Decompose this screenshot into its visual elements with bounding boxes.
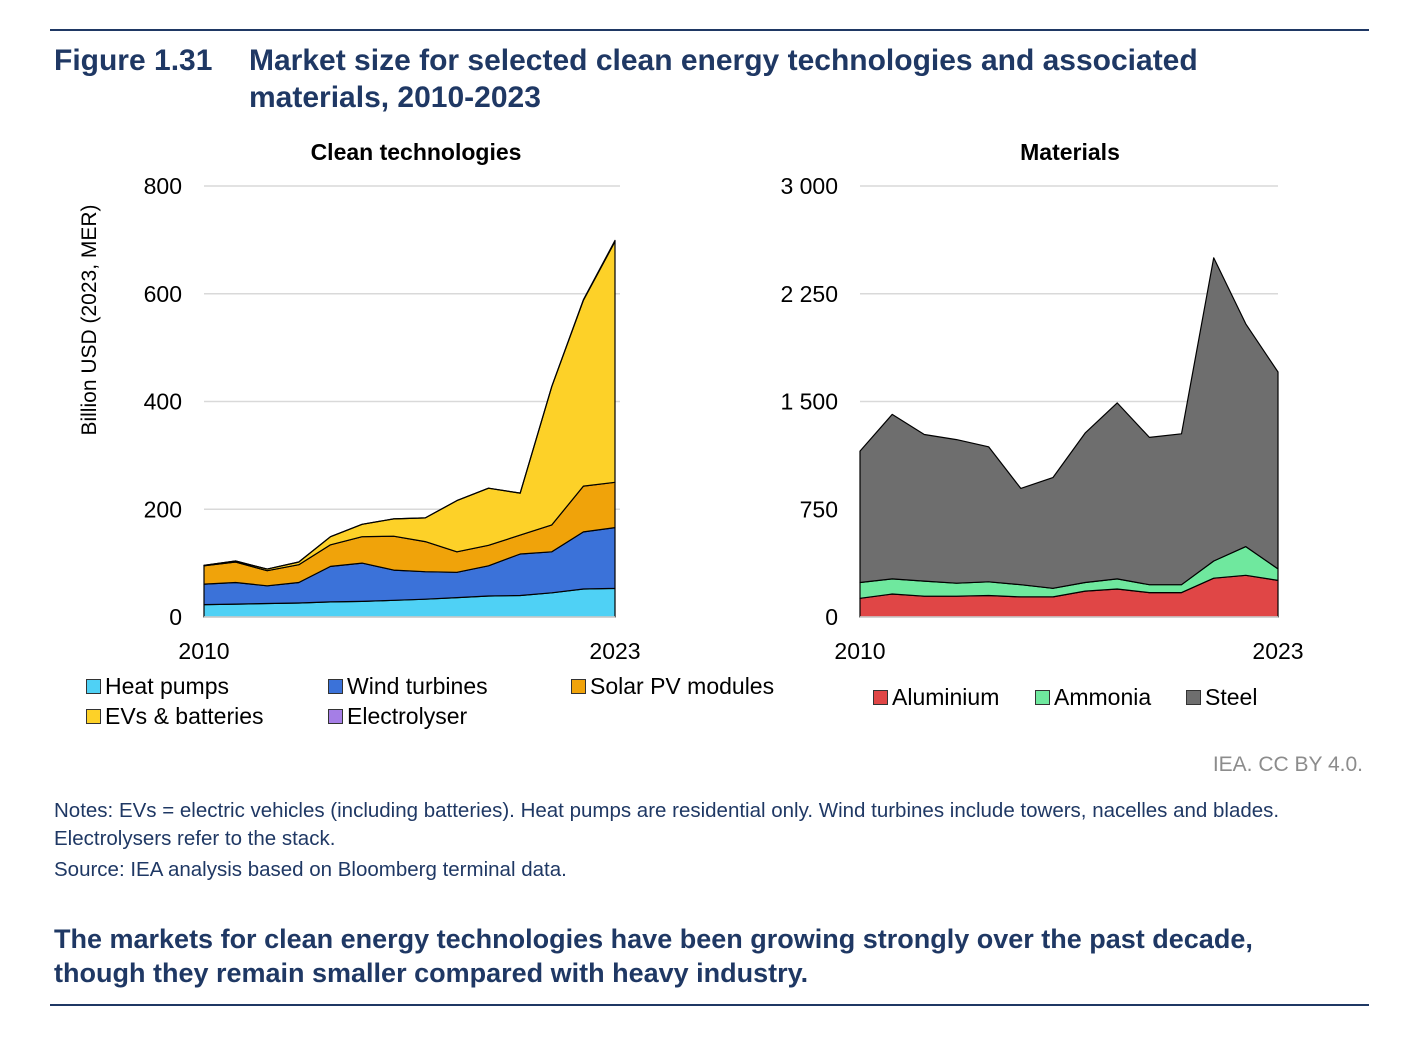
area-steel bbox=[859, 257, 1279, 589]
credit-line: IEA. CC BY 4.0. bbox=[1212, 753, 1363, 776]
y-tick-label: 600 bbox=[144, 281, 182, 307]
legend-label-electrolyser: Electrolyser bbox=[347, 703, 468, 729]
legend-label-steel: Steel bbox=[1205, 684, 1258, 710]
notes-text: Notes: EVs = electric vehicles (includin… bbox=[54, 799, 1280, 850]
legend-item-ammonia: Ammonia bbox=[1035, 684, 1151, 711]
top-rule bbox=[50, 29, 1369, 31]
y-tick-label: 800 bbox=[144, 173, 182, 199]
area-evs-batteries bbox=[203, 240, 616, 572]
legend-label-evs-batteries: EVs & batteries bbox=[105, 703, 264, 729]
legend-item-wind-turbines: Wind turbines bbox=[328, 673, 488, 700]
legend-label-solar-pv: Solar PV modules bbox=[590, 673, 775, 699]
legend-swatch-steel bbox=[1186, 690, 1201, 705]
figure-title: Market size for selected clean energy te… bbox=[249, 44, 1198, 114]
legend-item-heat-pumps: Heat pumps bbox=[86, 673, 229, 700]
materials-chart: 0 750 1 500 2 250 3 000 2010 2023 bbox=[780, 173, 1303, 664]
x-tick-label: 2023 bbox=[589, 638, 640, 664]
materials-title: Materials bbox=[1020, 139, 1120, 165]
area-electrolyser bbox=[203, 239, 616, 570]
y-tick-label: 0 bbox=[169, 604, 182, 630]
legend-swatch-solar-pv bbox=[571, 679, 586, 694]
y-tick-label: 2 250 bbox=[780, 281, 838, 307]
y-tick-label: 200 bbox=[144, 496, 182, 522]
legend-item-steel: Steel bbox=[1186, 684, 1257, 711]
legend-item-evs-batteries: EVs & batteries bbox=[86, 703, 264, 730]
key-takeaway: The markets for clean energy technologie… bbox=[54, 924, 1253, 988]
figure-number: Figure 1.31 bbox=[54, 44, 213, 77]
clean-technologies-chart: 0 200 400 600 800 2010 2023 Billion USD (2023, … bbox=[78, 173, 641, 664]
legend-item-solar-pv: Solar PV modules bbox=[571, 673, 774, 700]
legend-label-wind-turbines: Wind turbines bbox=[347, 673, 488, 699]
x-tick-label: 2010 bbox=[834, 638, 885, 664]
legend-label-heat-pumps: Heat pumps bbox=[105, 673, 230, 699]
legend-swatch-wind-turbines bbox=[328, 679, 343, 694]
legend-item-aluminium: Aluminium bbox=[873, 684, 999, 711]
legend-swatch-heat-pumps bbox=[86, 679, 101, 694]
x-tick-label: 2010 bbox=[178, 638, 229, 664]
legend-label-aluminium: Aluminium bbox=[892, 684, 1000, 710]
bottom-rule bbox=[50, 1004, 1369, 1006]
clean-technologies-title: Clean technologies bbox=[310, 139, 522, 165]
y-tick-label: 400 bbox=[144, 389, 182, 415]
y-axis-title: Billion USD (2023, MER) bbox=[78, 204, 101, 435]
legend-swatch-aluminium bbox=[873, 690, 888, 705]
y-tick-label: 3 000 bbox=[780, 173, 838, 199]
legend-swatch-evs-batteries bbox=[86, 709, 101, 724]
y-tick-label: 750 bbox=[800, 496, 838, 522]
legend-swatch-ammonia bbox=[1035, 690, 1050, 705]
legend-label-ammonia: Ammonia bbox=[1054, 684, 1152, 710]
legend-item-electrolyser: Electrolyser bbox=[328, 703, 467, 730]
y-tick-label: 0 bbox=[825, 604, 838, 630]
source-text: Source: IEA analysis based on Bloomberg … bbox=[54, 858, 567, 881]
x-tick-label: 2023 bbox=[1252, 638, 1303, 664]
y-tick-label: 1 500 bbox=[780, 389, 838, 415]
legend-swatch-electrolyser bbox=[328, 709, 343, 724]
